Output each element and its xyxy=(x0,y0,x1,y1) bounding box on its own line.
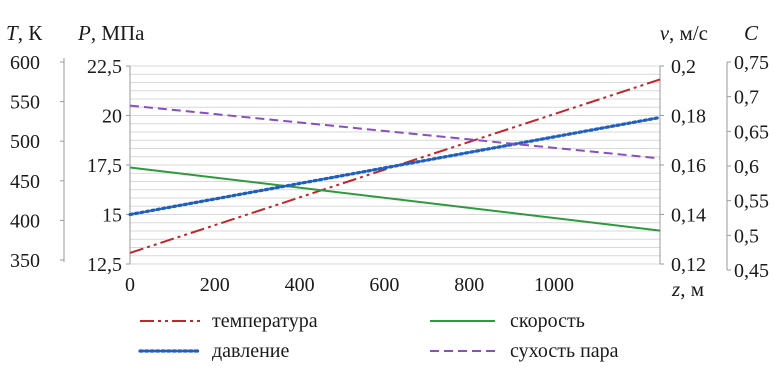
pressure-tick-label: 20 xyxy=(102,106,122,128)
temperature-tick-label: 400 xyxy=(10,210,40,232)
series-line-pressure xyxy=(128,115,662,217)
svg-text:z, м: z, м xyxy=(671,277,704,301)
pressure-tick-label: 22,5 xyxy=(87,56,122,78)
temperature-tick-label: 350 xyxy=(10,250,40,272)
legend-label-temperature: температура xyxy=(212,310,318,332)
dryness-tick-label: 0,55 xyxy=(734,191,769,213)
x-tick-label: 0 xyxy=(125,274,135,296)
x-tick-label: 200 xyxy=(200,274,230,296)
legend-label-velocity: скорость xyxy=(510,310,585,332)
pressure-tick-label: 17,5 xyxy=(87,155,122,177)
temperature-axis-title: T, К xyxy=(6,21,43,45)
velocity-tick-label: 0,14 xyxy=(671,205,706,227)
dryness-tick-label: 0,7 xyxy=(734,87,759,109)
x-tick-label: 600 xyxy=(369,274,399,296)
temperature-tick-label: 500 xyxy=(10,131,40,153)
series-lines xyxy=(128,78,662,254)
dryness-tick-label: 0,6 xyxy=(734,156,759,178)
pressure-tick-label: 12,5 xyxy=(87,254,122,276)
temperature-tick-label: 450 xyxy=(10,171,40,193)
svg-text:v, м/с: v, м/с xyxy=(660,21,708,45)
svg-text:T, К: T, К xyxy=(6,21,43,45)
velocity-axis-title: v, м/с xyxy=(660,21,708,45)
x-axis-title: z, м xyxy=(671,277,704,301)
legend-label-pressure: давление xyxy=(212,340,289,362)
legend-label-dryness: сухость пара xyxy=(510,340,619,362)
velocity-tick-label: 0,2 xyxy=(671,56,696,78)
legend: температура скорость давление сухость пара xyxy=(138,310,619,362)
svg-text:C: C xyxy=(744,21,759,45)
svg-text:P, МПа: P, МПа xyxy=(77,21,145,45)
pressure-tick-label: 15 xyxy=(102,205,122,227)
x-tick-label: 1000 xyxy=(534,274,574,296)
temperature-tick-label: 600 xyxy=(10,52,40,74)
x-tick-label: 400 xyxy=(285,274,315,296)
velocity-tick-label: 0,12 xyxy=(671,254,706,276)
dryness-tick-label: 0,45 xyxy=(734,260,769,282)
dryness-tick-label: 0,65 xyxy=(734,121,769,143)
dryness-axis-title: C xyxy=(744,21,759,45)
temperature-tick-label: 550 xyxy=(10,92,40,114)
velocity-tick-label: 0,16 xyxy=(671,155,706,177)
series-line-dryness xyxy=(129,104,661,160)
dryness-tick-label: 0,5 xyxy=(734,225,759,247)
series-line-velocity xyxy=(129,166,661,232)
pressure-axis-title: P, МПа xyxy=(77,21,145,45)
axes: 350 400 450 500 550 600 12,5 15 17,5 20 22,5 0,12 0,… xyxy=(10,52,769,296)
dryness-tick-label: 0,75 xyxy=(734,52,769,74)
x-tick-label: 800 xyxy=(454,274,484,296)
velocity-tick-label: 0,18 xyxy=(671,106,706,128)
